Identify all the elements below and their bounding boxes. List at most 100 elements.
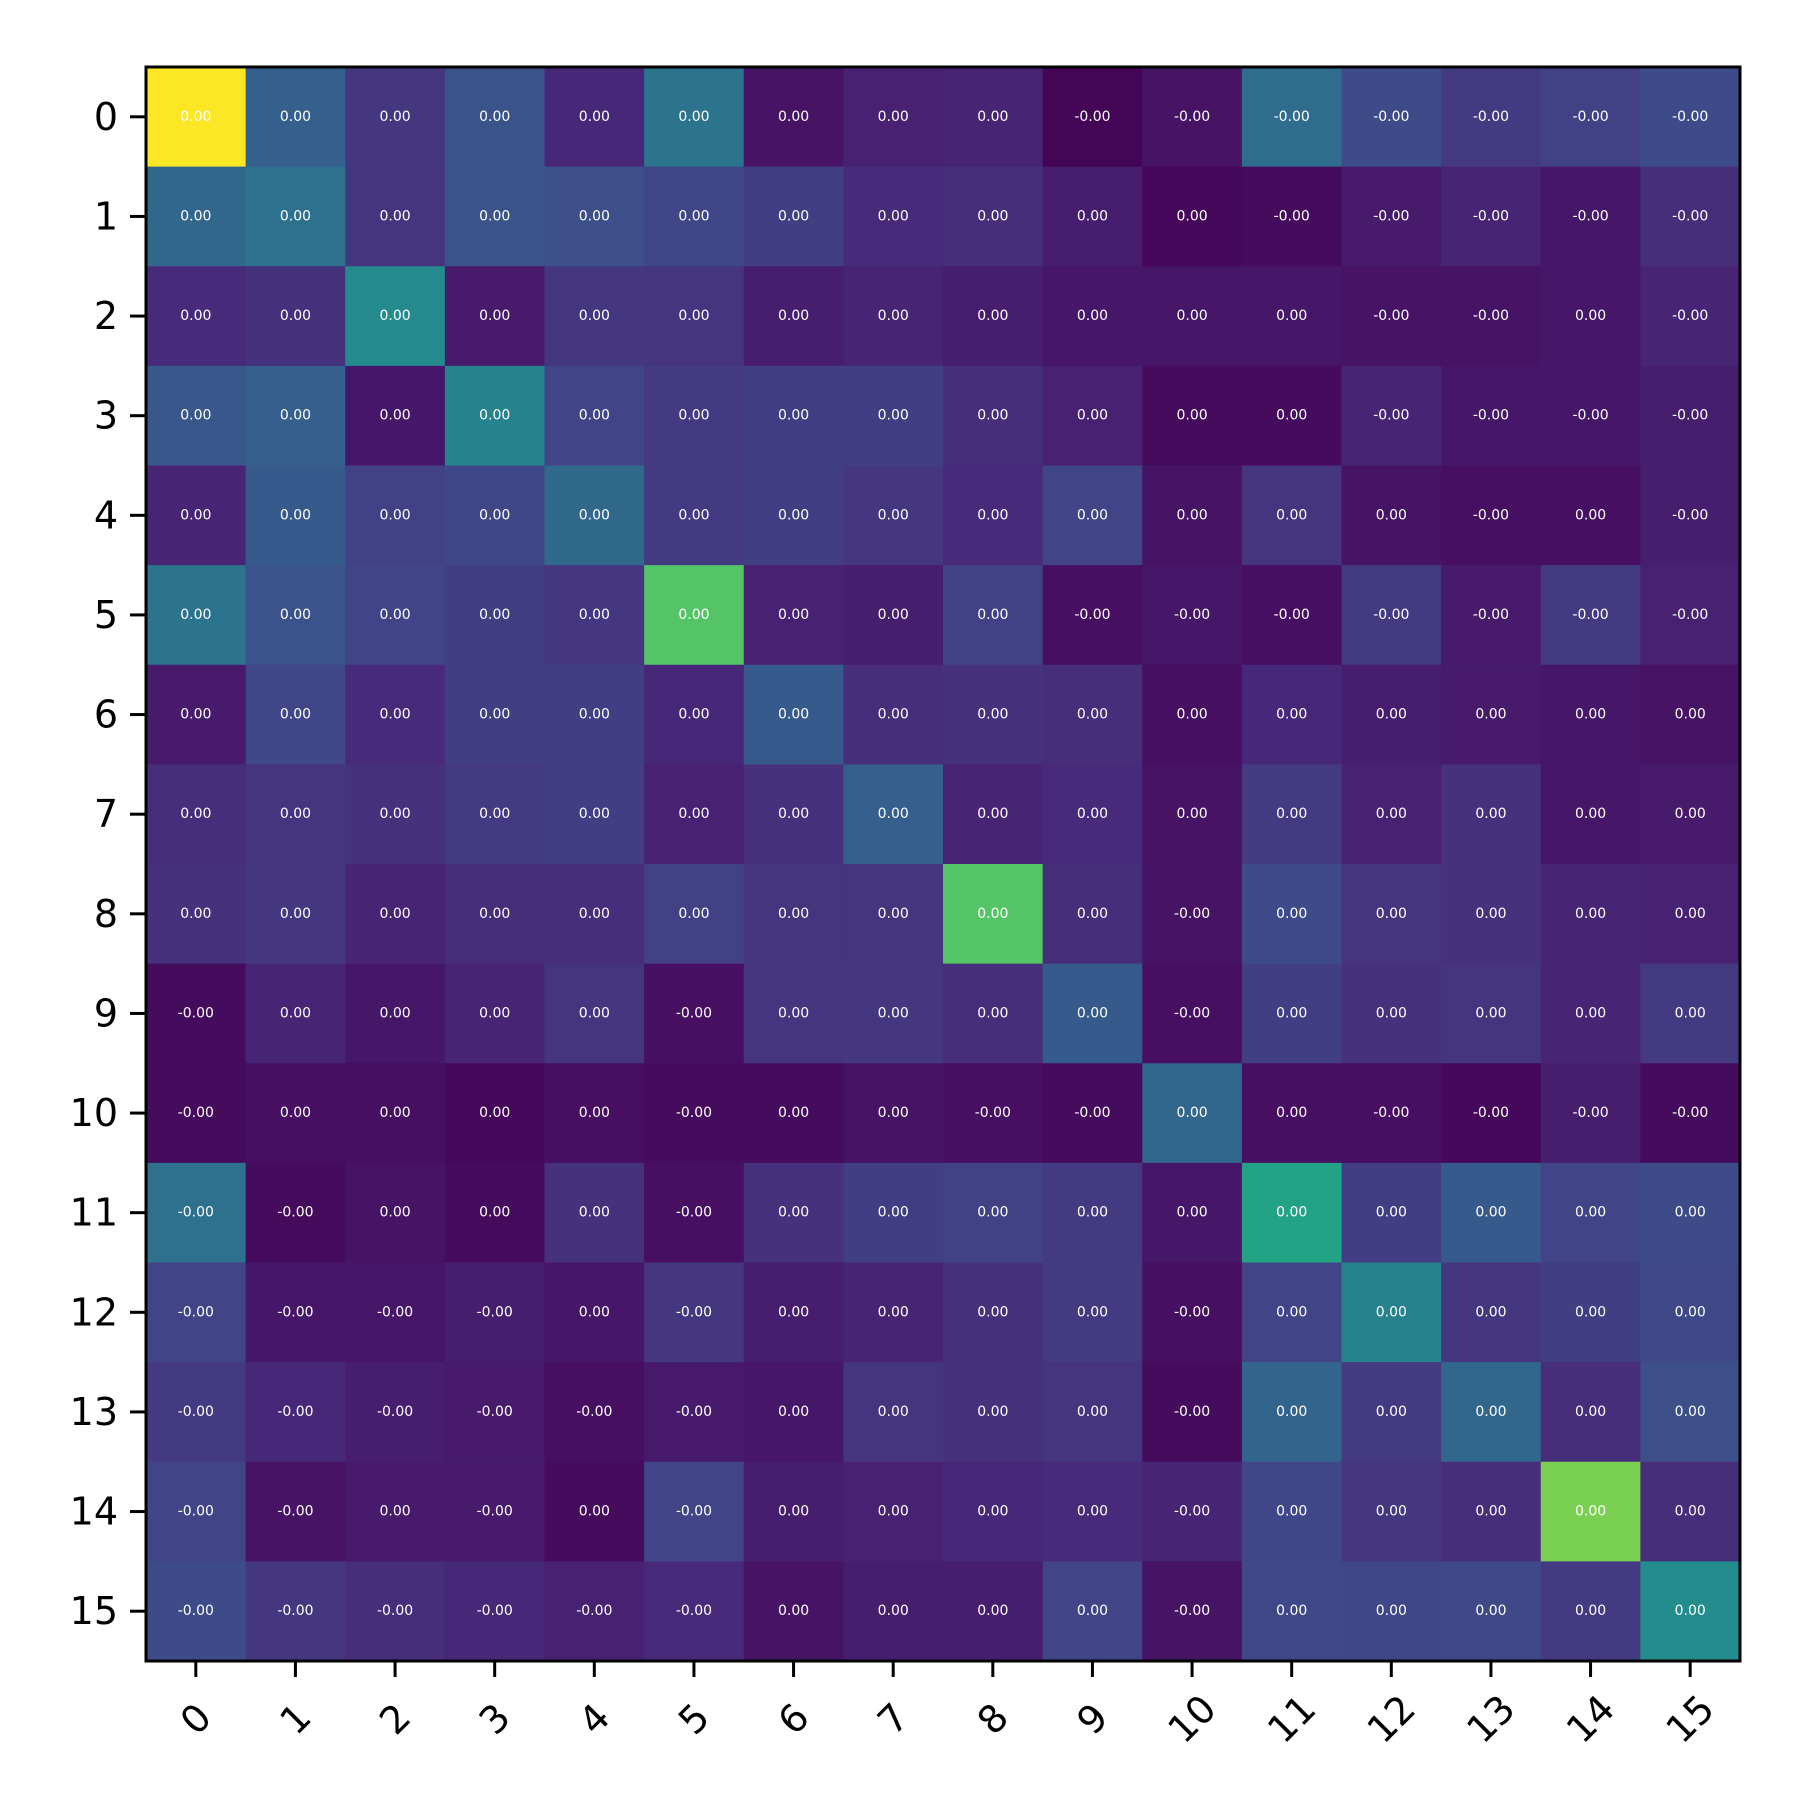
y-tick-label: 1	[94, 194, 118, 238]
heatmap-cell	[146, 266, 247, 367]
cell-value-label: 0.00	[678, 806, 709, 822]
y-tick-label: 6	[94, 693, 118, 737]
heatmap-cell	[1441, 1262, 1542, 1363]
cell-value-label: 0.00	[1575, 1603, 1606, 1619]
x-tick-label: 15	[1658, 1686, 1723, 1751]
cell-value-label: 0.00	[878, 1105, 909, 1121]
cell-value-label: -0.00	[477, 1304, 513, 1320]
heatmap-cell	[1241, 266, 1343, 367]
heatmap-cell	[444, 1561, 546, 1662]
heatmap-cell	[146, 365, 247, 467]
heatmap-cell	[1341, 1262, 1442, 1363]
heatmap-cell	[743, 1162, 844, 1264]
cell-value-label: 0.00	[379, 1105, 410, 1121]
cell-value-label: 0.00	[878, 507, 909, 523]
heatmap-cell	[943, 764, 1044, 865]
cell-value-label: -0.00	[1373, 109, 1409, 125]
heatmap-cell	[245, 963, 346, 1064]
heatmap-cell	[345, 67, 446, 168]
x-tick-label: 6	[769, 1695, 817, 1743]
heatmap-cell	[1640, 764, 1741, 865]
x-tick-label: 5	[670, 1695, 718, 1743]
cell-value-label: 0.00	[778, 408, 809, 424]
heatmap-cell	[1640, 565, 1741, 666]
heatmap-cell	[843, 1262, 944, 1363]
heatmap-cell	[1341, 963, 1442, 1064]
heatmap-cell	[1142, 1461, 1243, 1562]
heatmap-cell	[1142, 1162, 1243, 1264]
cell-value-label: 0.00	[379, 607, 410, 623]
cell-value-label: 0.00	[379, 906, 410, 922]
cell-value-label: 0.00	[1575, 507, 1606, 523]
cell-value-label: 0.00	[1077, 1504, 1108, 1520]
heatmap-cell	[1042, 764, 1143, 865]
cell-value-label: 0.00	[878, 1603, 909, 1619]
cell-value-label: 0.00	[878, 906, 909, 922]
x-tick-label: 8	[969, 1695, 1017, 1743]
heatmap-cell	[1640, 1162, 1741, 1264]
cell-value-label: 0.00	[1376, 1304, 1407, 1320]
cell-value-label: -0.00	[676, 1005, 712, 1021]
x-tick-label: 2	[371, 1695, 419, 1743]
heatmap-cell	[1241, 465, 1343, 566]
cell-value-label: 0.00	[1276, 906, 1307, 922]
heatmap-cell	[544, 664, 645, 765]
heatmap-cell	[644, 864, 745, 965]
heatmap-cell	[444, 266, 546, 367]
cell-value-label: -0.00	[377, 1603, 413, 1619]
heatmap-cell	[1241, 565, 1343, 666]
cell-value-label: 0.00	[379, 507, 410, 523]
heatmap-cell	[146, 67, 247, 168]
cell-value-label: 0.00	[180, 707, 211, 723]
x-tick-label: 0	[172, 1695, 220, 1743]
cell-value-label: 0.00	[379, 408, 410, 424]
heatmap-cell	[743, 864, 844, 965]
heatmap-cell	[444, 764, 546, 865]
cell-value-label: 0.00	[878, 1304, 909, 1320]
heatmap-cell	[1441, 1063, 1542, 1164]
cell-value-label: -0.00	[1572, 607, 1608, 623]
cell-value-label: 0.00	[678, 208, 709, 224]
heatmap-cell	[843, 166, 944, 267]
heatmap-cell	[1142, 565, 1243, 666]
heatmap-cell	[146, 1362, 247, 1463]
cell-value-label: -0.00	[1174, 607, 1210, 623]
cell-value-label: 0.00	[1675, 906, 1706, 922]
cell-value-label: 0.00	[878, 607, 909, 623]
heatmap-cell	[1241, 67, 1343, 168]
heatmap-cell	[544, 67, 645, 168]
heatmap-cell	[943, 664, 1044, 765]
cell-value-label: 0.00	[1276, 408, 1307, 424]
heatmap-cell	[1241, 963, 1343, 1064]
heatmap-cell	[1540, 67, 1641, 168]
heatmap-cell	[544, 864, 645, 965]
heatmap-cell	[1042, 465, 1143, 566]
heatmap-cell	[444, 664, 546, 765]
cell-value-label: -0.00	[477, 1404, 513, 1420]
cell-value-label: 0.00	[778, 1404, 809, 1420]
cell-value-label: 0.00	[180, 308, 211, 324]
cell-value-label: -0.00	[178, 1005, 214, 1021]
heatmap-cell	[1042, 365, 1143, 467]
cell-value-label: 0.00	[678, 507, 709, 523]
cell-value-label: -0.00	[1174, 1404, 1210, 1420]
cell-value-label: 0.00	[479, 308, 510, 324]
heatmap-cell	[1341, 1162, 1442, 1264]
cell-value-label: 0.00	[1176, 308, 1207, 324]
cell-value-label: 0.00	[678, 408, 709, 424]
y-tick-label: 12	[70, 1290, 118, 1334]
heatmap-cell	[245, 565, 346, 666]
cell-value-label: 0.00	[1475, 1603, 1506, 1619]
heatmap-cell	[146, 864, 247, 965]
cell-value-label: 0.00	[479, 507, 510, 523]
heatmap-cell	[1640, 67, 1741, 168]
heatmap-cell	[444, 1162, 546, 1264]
heatmap-cell	[743, 465, 844, 566]
heatmap-cell	[843, 365, 944, 467]
heatmap-cell	[644, 1162, 745, 1264]
plot-frame	[144, 65, 1742, 1663]
cell-value-label: -0.00	[178, 1205, 214, 1221]
heatmap-cell	[1241, 664, 1343, 765]
cell-value-label: 0.00	[1077, 408, 1108, 424]
cell-value-label: 0.00	[1376, 1005, 1407, 1021]
